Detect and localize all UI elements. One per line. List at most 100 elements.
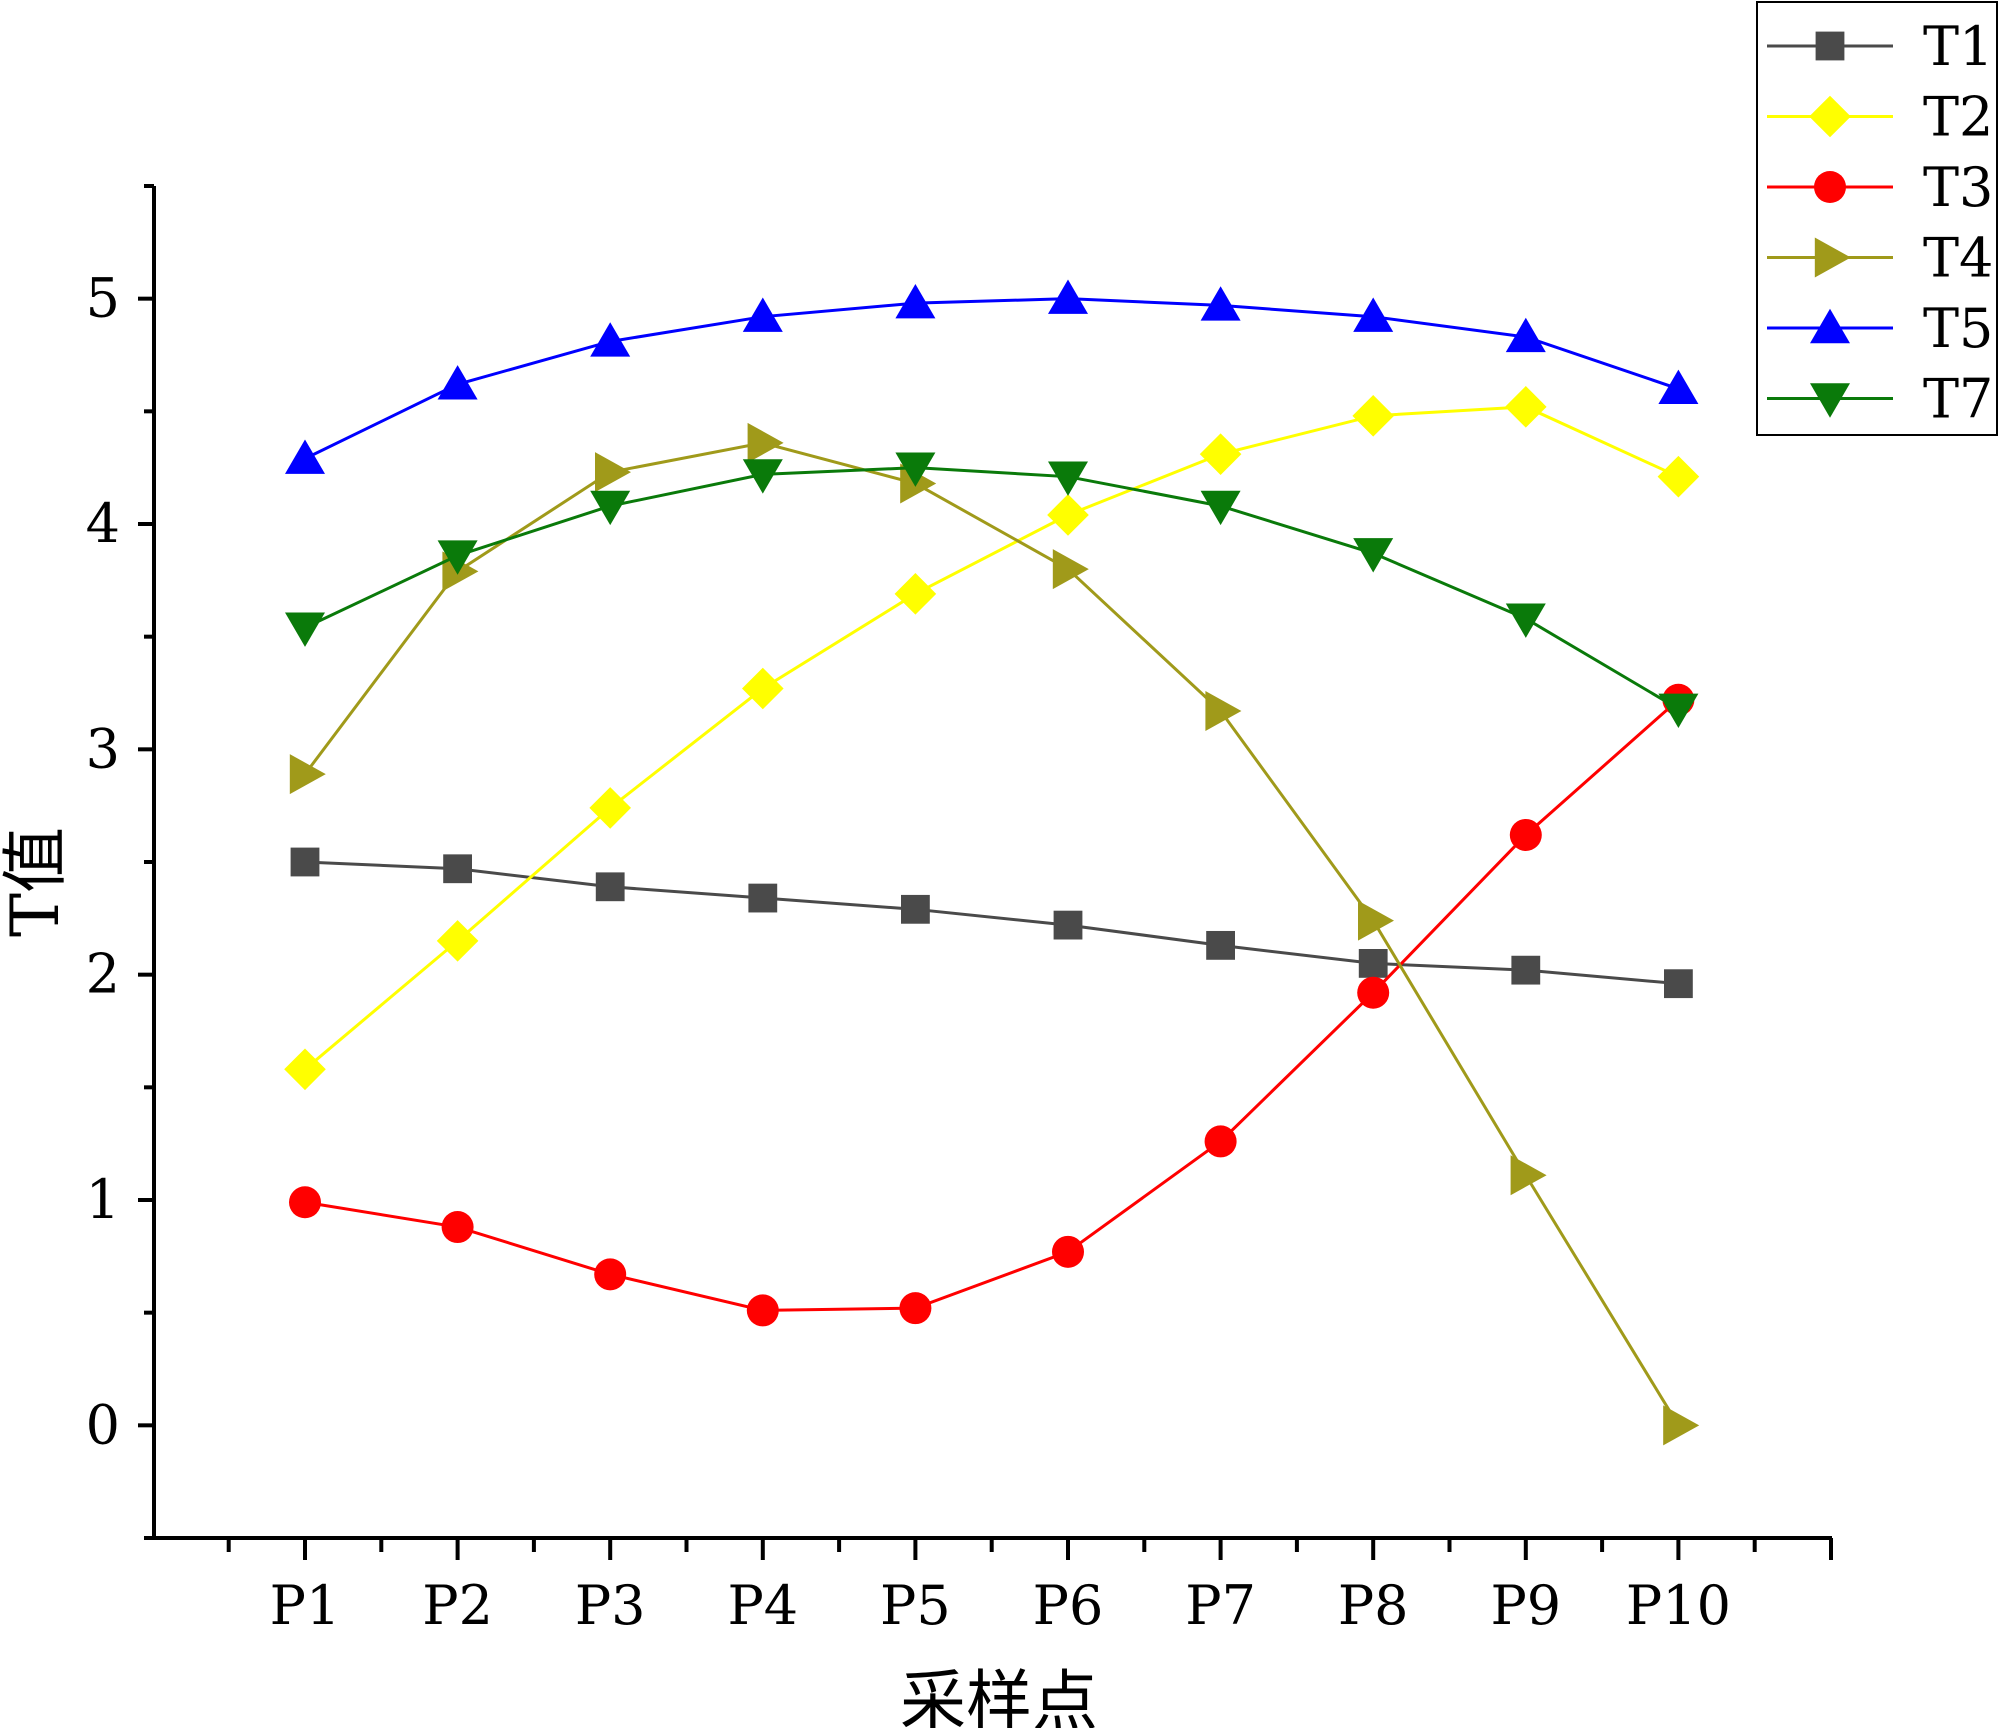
data-point-t1-p9 [1511,955,1541,985]
data-point-t3-p8 [1357,976,1390,1009]
data-point-t1-p7 [1206,930,1235,960]
legend-label: T3 [1923,156,1993,219]
series-t3 [289,683,1695,1327]
y-tick-label: 1 [86,1168,120,1231]
legend-label: T7 [1923,368,1993,431]
series-t5 [285,279,1699,474]
legend-marker-t2 [1809,95,1851,138]
data-point-t7-p8 [1353,538,1394,573]
data-point-t5-p3 [590,322,631,357]
y-tick-label: 5 [86,267,120,330]
x-tick-label: P3 [575,1574,646,1637]
data-point-t4-p10 [1663,1405,1700,1446]
y-axis-title: T值 [0,827,74,937]
series-line-t2 [304,405,1680,1071]
series-t7 [285,452,1699,728]
data-point-t7-p7 [1200,490,1241,526]
data-point-t7-p1 [285,612,325,647]
x-tick-label: P5 [880,1574,951,1637]
data-point-t7-p4 [742,459,783,494]
data-point-t5-p8 [1353,297,1394,332]
data-point-t1-p8 [1358,949,1388,978]
data-point-t5-p2 [437,365,478,400]
legend-label: T1 [1923,15,1993,78]
legend-marker-t1 [1815,31,1845,61]
data-point-t7-p6 [1048,461,1088,496]
x-tick-label: P8 [1338,1574,1409,1637]
x-axis-title: 采样点 [900,1663,1098,1728]
data-point-t4-p9 [1510,1155,1547,1196]
y-tick-label: 0 [86,1393,120,1456]
y-tick-label: 4 [86,492,120,555]
legend: T1 T2 T3 T4 T5 T7 [1756,1,1998,436]
y-tick-label: 2 [86,943,120,1006]
series-t4 [289,422,1700,1446]
data-point-t1-p4 [748,883,778,913]
series-layer [284,279,1700,1446]
data-point-t2-p6 [1047,494,1089,536]
series-t1 [290,847,1693,999]
data-point-t2-p9 [1505,386,1547,428]
data-point-t3-p9 [1509,818,1542,851]
x-tick-label: P1 [270,1574,341,1637]
data-point-t5-p5 [895,283,936,319]
data-point-t4-p6 [1052,549,1089,590]
data-point-t3-p5 [899,1292,932,1325]
series-line-t1 [304,860,1679,986]
data-point-t3-p1 [289,1186,321,1219]
legend-label: T4 [1923,227,1993,290]
legend-item-t7: T7 [1767,368,1993,431]
series-line-t5 [304,297,1679,461]
data-point-t4-p1 [289,754,326,795]
axes: 0 1 2 3 4 5 P1 P2 P3 P4 P5 P6 P7 P8 P9 P10 采样点 T值 [0,184,1833,1728]
data-point-t3-p3 [594,1258,627,1291]
data-point-t2-p3 [589,787,631,829]
data-point-t7-p5 [895,452,936,487]
data-point-t1-p10 [1664,969,1693,999]
x-tick-label: P6 [1033,1574,1104,1637]
data-point-t3-p4 [746,1294,779,1327]
data-point-t2-p10 [1657,455,1700,498]
data-point-t1-p2 [443,854,472,884]
data-point-t4-p7 [1205,691,1242,732]
data-point-t3-p7 [1204,1125,1237,1158]
legend-item-t4: T4 [1767,227,1993,290]
data-point-t5-p4 [742,297,783,332]
data-point-t5-p7 [1200,286,1241,321]
legend-marker-t5 [1810,308,1850,344]
data-point-t1-p6 [1053,910,1083,940]
data-point-t5-p1 [285,439,325,474]
data-point-t5-p6 [1048,279,1088,314]
data-point-t7-p10 [1658,693,1699,728]
x-tick-label: P9 [1490,1574,1561,1637]
data-point-t2-p7 [1199,433,1242,475]
data-point-t4-p8 [1358,900,1394,941]
legend-marker-t3 [1814,171,1846,203]
data-point-t2-p5 [894,573,937,615]
y-tick-label: 3 [86,717,120,780]
legend-item-t3: T3 [1767,156,1993,219]
data-point-t1-p3 [595,872,625,902]
data-point-t4-p4 [747,422,784,463]
series-line-t4 [303,441,1680,1427]
data-point-t1-p1 [290,847,320,877]
data-point-t2-p1 [284,1048,326,1091]
data-point-t3-p6 [1052,1235,1084,1268]
data-point-t7-p2 [437,540,478,575]
x-tick-label: P4 [727,1574,798,1637]
data-point-t7-p9 [1505,603,1546,638]
data-point-t5-p9 [1505,317,1546,353]
data-point-t7-p3 [590,490,631,526]
data-point-t3-p2 [441,1211,474,1244]
data-point-t2-p4 [742,667,784,710]
series-line-t7 [304,466,1680,711]
legend-marker-t7 [1810,383,1850,418]
data-point-t1-p5 [901,894,930,924]
x-tick-label: P7 [1185,1574,1256,1637]
data-point-t2-p2 [436,920,479,962]
legend-item-t5: T5 [1767,297,1993,360]
x-tick-label: P2 [422,1574,493,1637]
series-t2 [284,386,1700,1091]
